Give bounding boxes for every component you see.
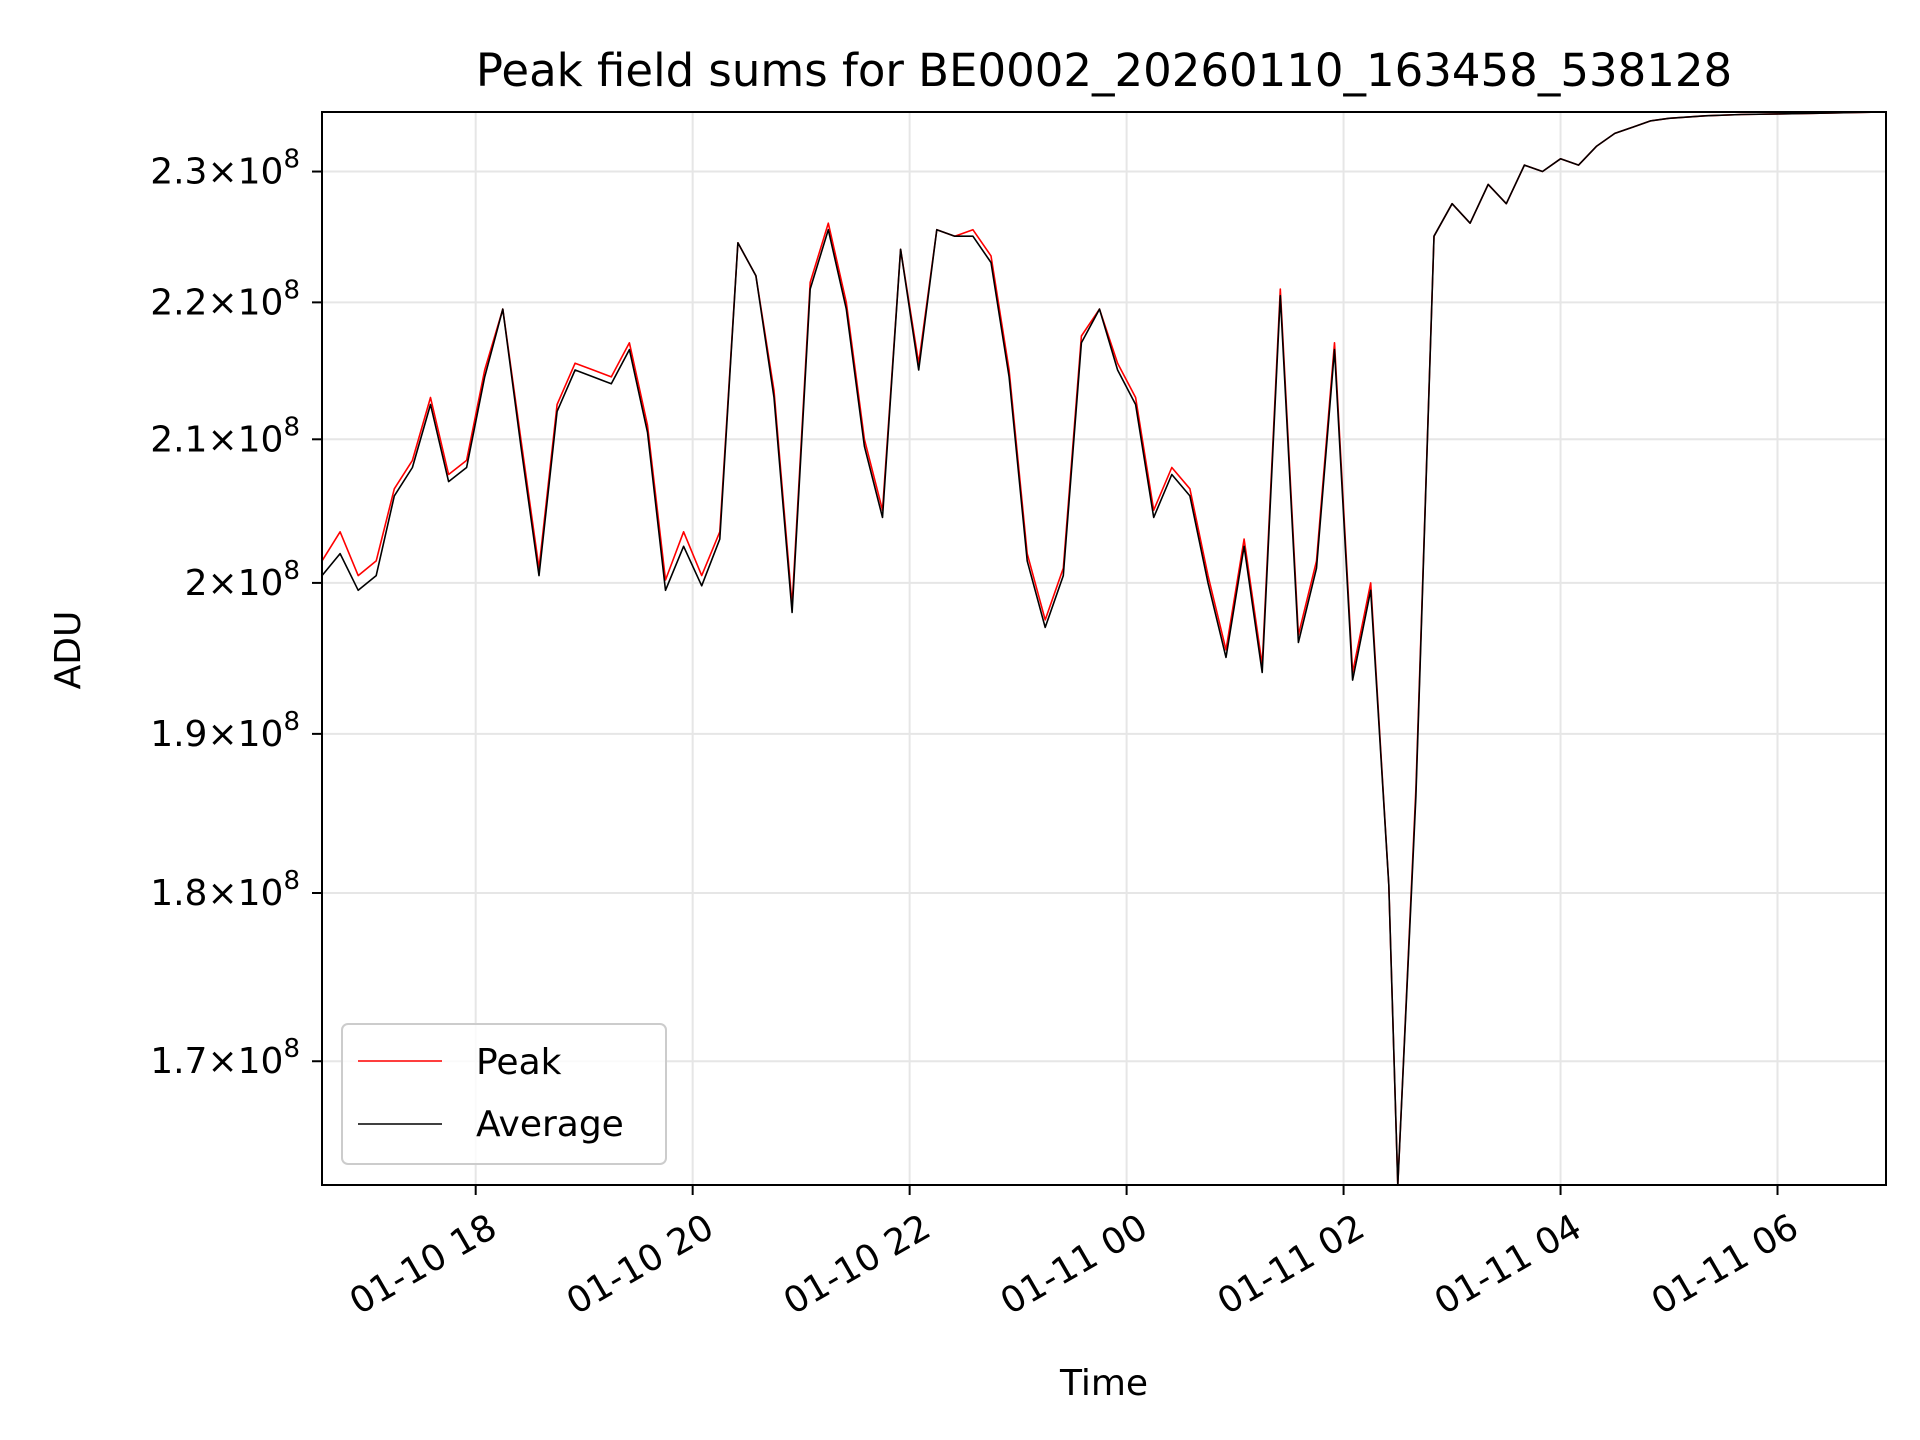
y-tick-times: ×10 (207, 873, 283, 914)
y-axis-title: ADU (48, 611, 89, 690)
y-tick-label: 2.1×108 (150, 412, 300, 460)
y-tick-mantissa: 2.3 (150, 152, 207, 193)
y-tick-label: 2.2×108 (150, 275, 300, 323)
y-tick-mantissa: 1.8 (150, 873, 207, 914)
series-line-average (321, 111, 1887, 1186)
y-tick-mantissa: 2.1 (150, 419, 207, 460)
x-axis-title: Time (1059, 1363, 1148, 1404)
y-tick-label: 1.8×108 (150, 866, 300, 914)
y-tick-label: 2×108 (185, 556, 300, 604)
y-tick-exponent: 8 (283, 866, 300, 896)
series-layer (321, 111, 1887, 1186)
y-tick-times: ×10 (207, 152, 283, 193)
y-tick-mantissa: 1.7 (150, 1041, 207, 1082)
y-tick-times: ×10 (207, 563, 283, 604)
y-tick-exponent: 8 (283, 412, 300, 442)
y-tick-exponent: 8 (283, 1034, 300, 1064)
y-axis: 1.7×1081.8×1081.9×1082×1082.1×1082.2×108… (150, 145, 322, 1082)
chart-title: Peak field sums for BE0002_20260110_1634… (476, 44, 1732, 97)
y-tick-exponent: 8 (283, 707, 300, 737)
y-tick-times: ×10 (207, 1041, 283, 1082)
y-tick-label: 1.9×108 (150, 707, 300, 755)
legend-label-peak: Peak (476, 1042, 562, 1083)
y-tick-label: 2.3×108 (150, 145, 300, 193)
y-tick-exponent: 8 (283, 275, 300, 305)
plot-frame (321, 111, 1887, 1186)
legend-label-average: Average (476, 1104, 624, 1145)
y-tick-times: ×10 (207, 282, 283, 323)
y-tick-mantissa: 2.2 (150, 282, 207, 323)
y-tick-times: ×10 (207, 419, 283, 460)
y-tick-mantissa: 1.9 (150, 714, 207, 755)
y-tick-exponent: 8 (283, 145, 300, 175)
legend-box (341, 1023, 667, 1165)
y-tick-mantissa: 2 (185, 563, 208, 604)
y-tick-label: 1.7×108 (150, 1034, 300, 1082)
y-tick-times: ×10 (207, 714, 283, 755)
legend: Peak Average (341, 1023, 667, 1165)
y-tick-exponent: 8 (283, 556, 300, 586)
